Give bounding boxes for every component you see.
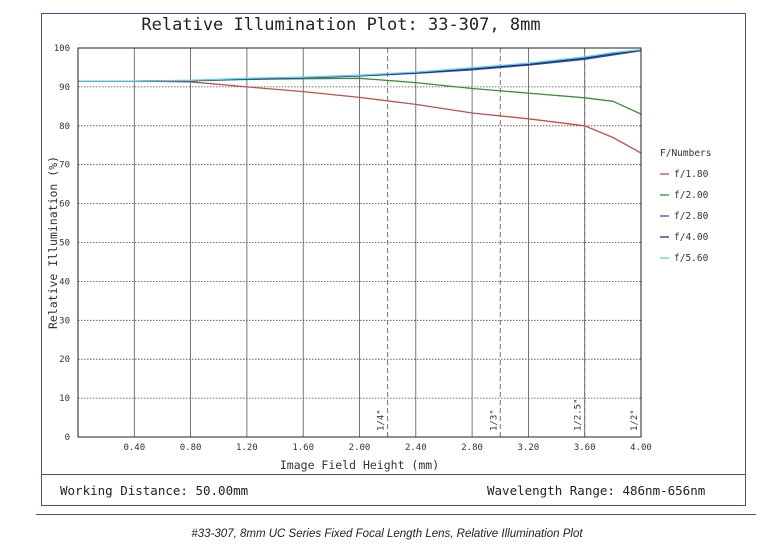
axis-layer: 0 10 20 30 40 50 60 70 80 90 100 0.40 0.80 1.20 1.60 2.… <box>46 44 652 472</box>
format-marker-label: 1/2.5" <box>574 398 584 431</box>
x-axis-title: Image Field Height (mm) <box>280 458 439 472</box>
x-tick-label: 4.00 <box>630 443 652 453</box>
caption-rule <box>36 514 756 515</box>
format-marker-label: 1/3" <box>489 409 499 431</box>
chart-title: Relative Illumination Plot: 33-307, 8mm <box>141 15 541 35</box>
format-marker-label: 1/2" <box>630 409 640 431</box>
x-tick-label: 3.20 <box>518 443 540 453</box>
footer-divider <box>41 474 746 475</box>
y-tick-label: 60 <box>59 200 70 210</box>
legend-label: f/2.80 <box>674 211 709 222</box>
y-tick-label: 90 <box>59 83 70 93</box>
y-tick-label: 70 <box>59 161 70 171</box>
figure-caption: #33-307, 8mm UC Series Fixed Focal Lengt… <box>191 528 583 540</box>
x-tick-label: 3.60 <box>574 443 596 453</box>
working-distance-label: Working Distance: 50.00mm <box>60 483 249 498</box>
series-line <box>78 80 642 154</box>
x-tick-label: 0.80 <box>180 443 202 453</box>
y-tick-label: 10 <box>59 394 70 404</box>
x-tick-label: 1.20 <box>236 443 258 453</box>
chart-frame <box>41 13 746 506</box>
series-layer <box>78 48 642 154</box>
series-line <box>78 48 642 82</box>
legend-title: F/Numbers <box>660 148 711 159</box>
x-tick-label: 2.00 <box>349 443 371 453</box>
y-tick-label: 100 <box>54 44 70 54</box>
y-tick-label: 80 <box>59 122 70 132</box>
legend-label: f/1.80 <box>674 169 709 180</box>
legend-label: f/2.00 <box>674 190 709 201</box>
plot-area-border <box>77 47 642 438</box>
legend: F/Numbers f/1.80 f/2.00 f/2.80 f/4.00 f/5.60 <box>660 148 711 264</box>
wavelength-range-label: Wavelength Range: 486nm-656nm <box>487 483 706 498</box>
x-tick-label: 2.80 <box>461 443 483 453</box>
y-tick-label: 20 <box>59 355 70 365</box>
x-tick-label: 0.40 <box>123 443 145 453</box>
x-tick-label: 2.40 <box>405 443 427 453</box>
y-tick-label: 30 <box>59 316 70 326</box>
y-axis-title: Relative Illumination (%) <box>46 156 60 329</box>
y-tick-label: 50 <box>59 239 70 249</box>
legend-label: f/5.60 <box>674 253 709 264</box>
grid-layer <box>78 48 641 437</box>
x-tick-label: 1.60 <box>292 443 314 453</box>
y-tick-label: 40 <box>59 277 70 287</box>
format-marker-label: 1/4" <box>377 409 387 431</box>
y-tick-label: 0 <box>65 433 70 443</box>
legend-label: f/4.00 <box>674 232 709 243</box>
sensor-format-markers: 1/4" 1/3" 1/2.5" 1/2" <box>377 48 642 437</box>
